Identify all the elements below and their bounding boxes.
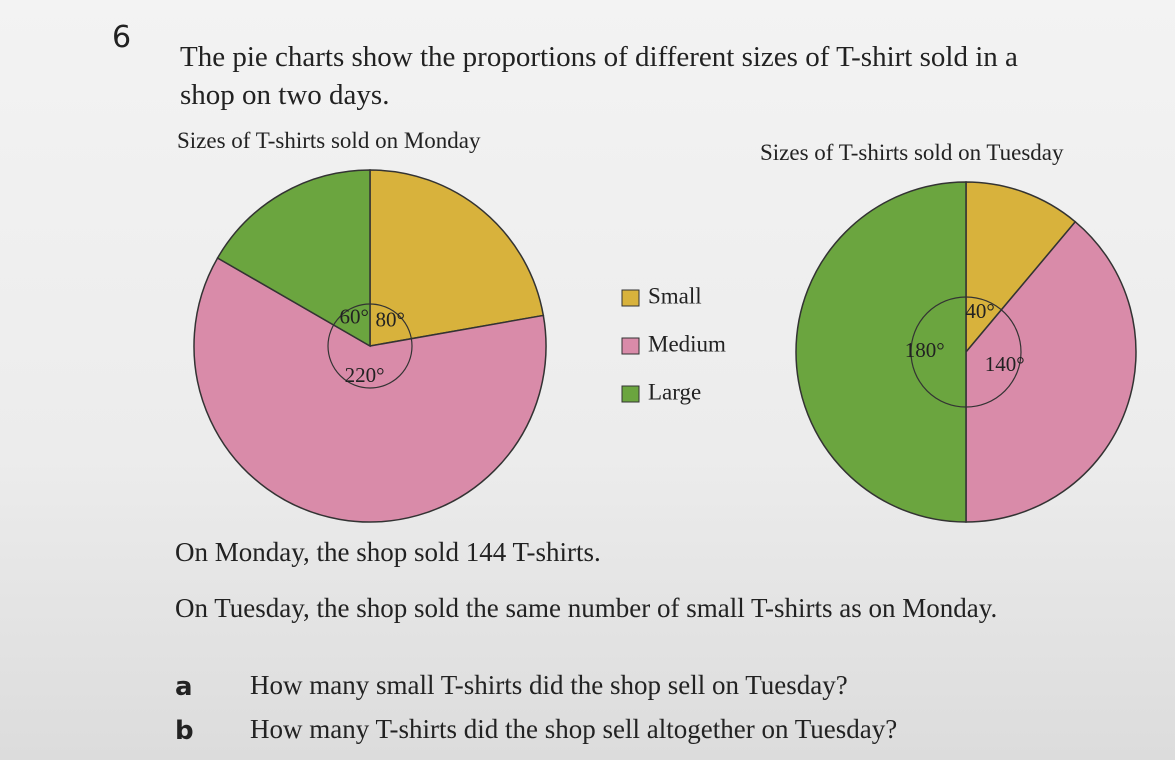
- angle-label: 40°: [965, 299, 994, 323]
- legend-swatch: [621, 337, 640, 355]
- angle-label: 220°: [345, 363, 385, 387]
- legend-swatch: [621, 385, 640, 403]
- legend-label: Medium: [648, 331, 726, 356]
- intro: The pie charts show the proportions of d…: [180, 41, 1018, 111]
- part-text: How many T-shirts did the shop sell alto…: [250, 714, 898, 744]
- pie-slice: [369, 169, 545, 347]
- legend-label: Large: [648, 379, 701, 404]
- pie-slice: [965, 181, 1077, 355]
- angle-label: 140°: [985, 352, 1025, 376]
- angle-label: 60°: [340, 305, 369, 329]
- pie-slice: [965, 220, 1137, 523]
- pie-slice: [193, 256, 547, 523]
- part-label: b: [175, 716, 194, 746]
- pie-slice: [795, 181, 967, 523]
- angle-label: 80°: [376, 308, 405, 332]
- question-number: 6: [112, 20, 132, 55]
- angle-arc: [327, 303, 413, 389]
- angle-label: 180°: [905, 338, 945, 362]
- legend-label: Small: [648, 283, 702, 308]
- charts: 80° 220° 60° 40° 140° 180° Small Medium Large: [193, 169, 1137, 523]
- part-text: How many small T-shirts did the shop sel…: [250, 670, 848, 700]
- legend-swatch: [621, 289, 640, 307]
- chart-title: Sizes of T-shirts sold on Monday: [177, 128, 481, 153]
- paragraph: On Monday, the shop sold 144 T-shirts.: [175, 537, 601, 567]
- chart-title: Sizes of T-shirts sold on Tuesday: [760, 140, 1064, 165]
- angle-arc: [910, 296, 1022, 408]
- part-label: a: [175, 672, 193, 702]
- pie-slice: [216, 169, 371, 348]
- paragraph: On Tuesday, the shop sold the same numbe…: [175, 593, 998, 623]
